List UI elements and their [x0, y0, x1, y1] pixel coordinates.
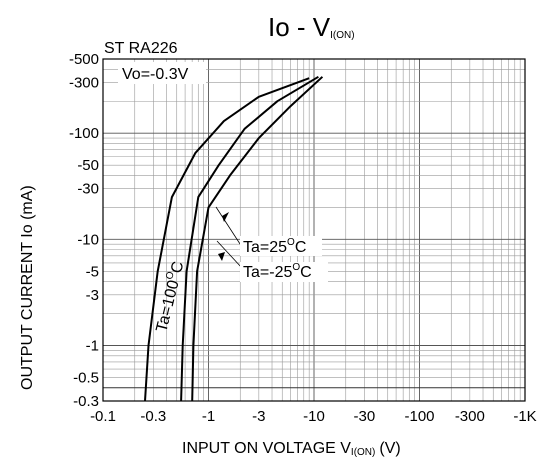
x-tick-labels: -0.1 -0.3 -1 -3 -10 -30 -100 -300 -1K — [90, 408, 537, 425]
plot-frame — [102, 58, 526, 402]
y-tick-label: -300 — [69, 75, 99, 92]
series-line-1 — [180, 75, 319, 402]
arrow-ta25 — [222, 212, 229, 222]
leader-line-tam25 — [216, 240, 243, 269]
annotation-tam25: Ta=-25OC — [243, 262, 312, 281]
x-tick-label: -30 — [353, 408, 375, 425]
annotation-ta25-bg — [240, 236, 322, 256]
arrow-tam25 — [218, 252, 225, 261]
y-tick-label: -1 — [86, 337, 99, 354]
x-axis-label: INPUT ON VOLTAGE VI(ON) (V) — [182, 440, 401, 458]
y-tick-label: -30 — [77, 181, 99, 198]
x-tick-label: -1K — [513, 408, 536, 425]
series-line-2 — [191, 76, 324, 402]
y-tick-label: -500 — [69, 51, 99, 68]
condition-label-bg — [118, 62, 206, 84]
y-tick-labels: -500 -300 -100 -50 -30 -10 -5 -3 -1 -0.5 -0.3 — [69, 51, 99, 410]
x-tick-label: -10 — [303, 408, 325, 425]
x-tick-label: -1 — [202, 408, 215, 425]
y-tick-label: -0.3 — [73, 393, 99, 410]
x-tick-label: -300 — [455, 408, 485, 425]
y-tick-label: -3 — [86, 287, 99, 304]
x-tick-label: -0.3 — [140, 408, 166, 425]
x-tick-label: -100 — [404, 408, 434, 425]
chart-title: Io - VI(ON) — [268, 12, 355, 42]
y-axis-label: OUTPUT CURRENT Io (mA) — [19, 185, 36, 390]
condition-label: Vo=-0.3V — [122, 66, 189, 83]
x-tick-label: -0.1 — [90, 408, 116, 425]
series-group — [144, 75, 324, 402]
leader-line-ta25 — [215, 206, 243, 248]
series-line-0 — [144, 77, 310, 402]
x-tick-label: -3 — [252, 408, 265, 425]
y-tick-label: -50 — [77, 157, 99, 174]
y-tick-label: -100 — [69, 125, 99, 142]
annotation-ta100: Ta=100OC — [151, 259, 187, 334]
y-tick-label: -5 — [86, 263, 99, 280]
device-label: ST RA226 — [104, 40, 178, 57]
annotation-tam25-bg — [240, 262, 328, 282]
y-tick-label: -0.5 — [73, 369, 99, 386]
annotation-ta25: Ta=25OC — [243, 237, 306, 256]
y-tick-label: -10 — [77, 231, 99, 248]
